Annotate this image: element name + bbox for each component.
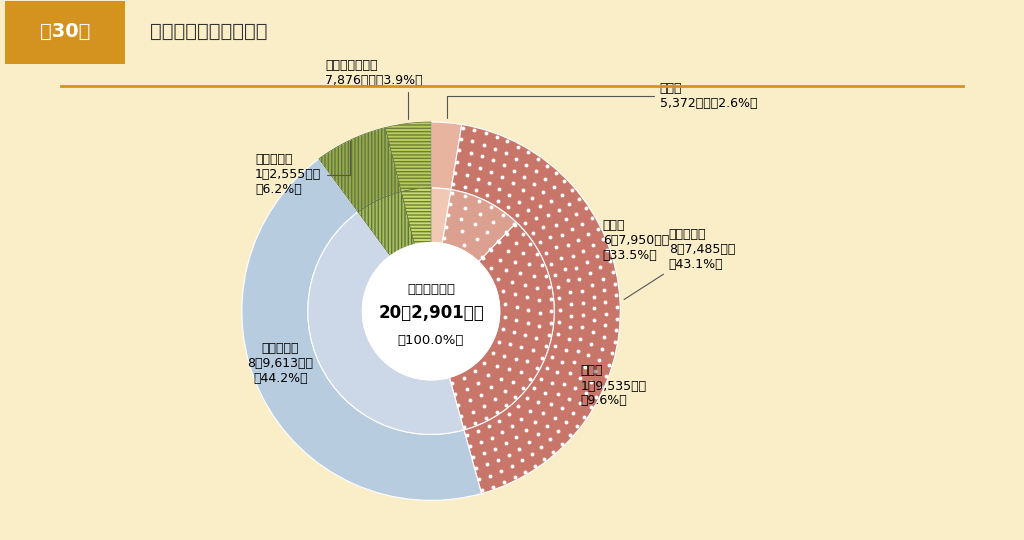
Text: 市町村税総額: 市町村税総額 (407, 283, 455, 296)
Text: その他
5,372億円（2.6%）: その他 5,372億円（2.6%） (446, 83, 758, 118)
Wedge shape (442, 190, 516, 262)
Wedge shape (450, 222, 554, 430)
Text: 第30図: 第30図 (40, 22, 90, 40)
Wedge shape (401, 188, 431, 245)
Wedge shape (308, 212, 464, 434)
Bar (5, 1, 125, 64)
Wedge shape (242, 159, 481, 501)
Text: 法人分
1兆9,535億円
（9.6%）: 法人分 1兆9,535億円 （9.6%） (581, 364, 647, 408)
Text: 市町村税収入額の状況: 市町村税収入額の状況 (150, 22, 267, 40)
Text: 市町村民税
8兆7,485億円
（43.1%）: 市町村民税 8兆7,485億円 （43.1%） (624, 228, 735, 300)
Wedge shape (385, 122, 431, 192)
Text: 市町村たばこ税
7,876億円（3.9%）: 市町村たばこ税 7,876億円（3.9%） (326, 59, 423, 119)
Wedge shape (431, 122, 462, 190)
Text: 20兆2,901億円: 20兆2,901億円 (378, 304, 484, 322)
Text: 固定資産税
8兆9,613億円
（44.2%）: 固定資産税 8兆9,613億円 （44.2%） (247, 342, 313, 384)
Wedge shape (358, 192, 415, 256)
Wedge shape (318, 127, 401, 212)
Text: 都市計画税
1兆2,555億円
（6.2%）: 都市計画税 1兆2,555億円 （6.2%） (255, 141, 350, 197)
Text: 個人分
6兆7,950億円
（33.5%）: 個人分 6兆7,950億円 （33.5%） (603, 219, 669, 262)
Wedge shape (431, 188, 452, 244)
Circle shape (362, 242, 500, 380)
Text: （100.0%）: （100.0%） (398, 334, 464, 347)
Wedge shape (452, 125, 621, 494)
